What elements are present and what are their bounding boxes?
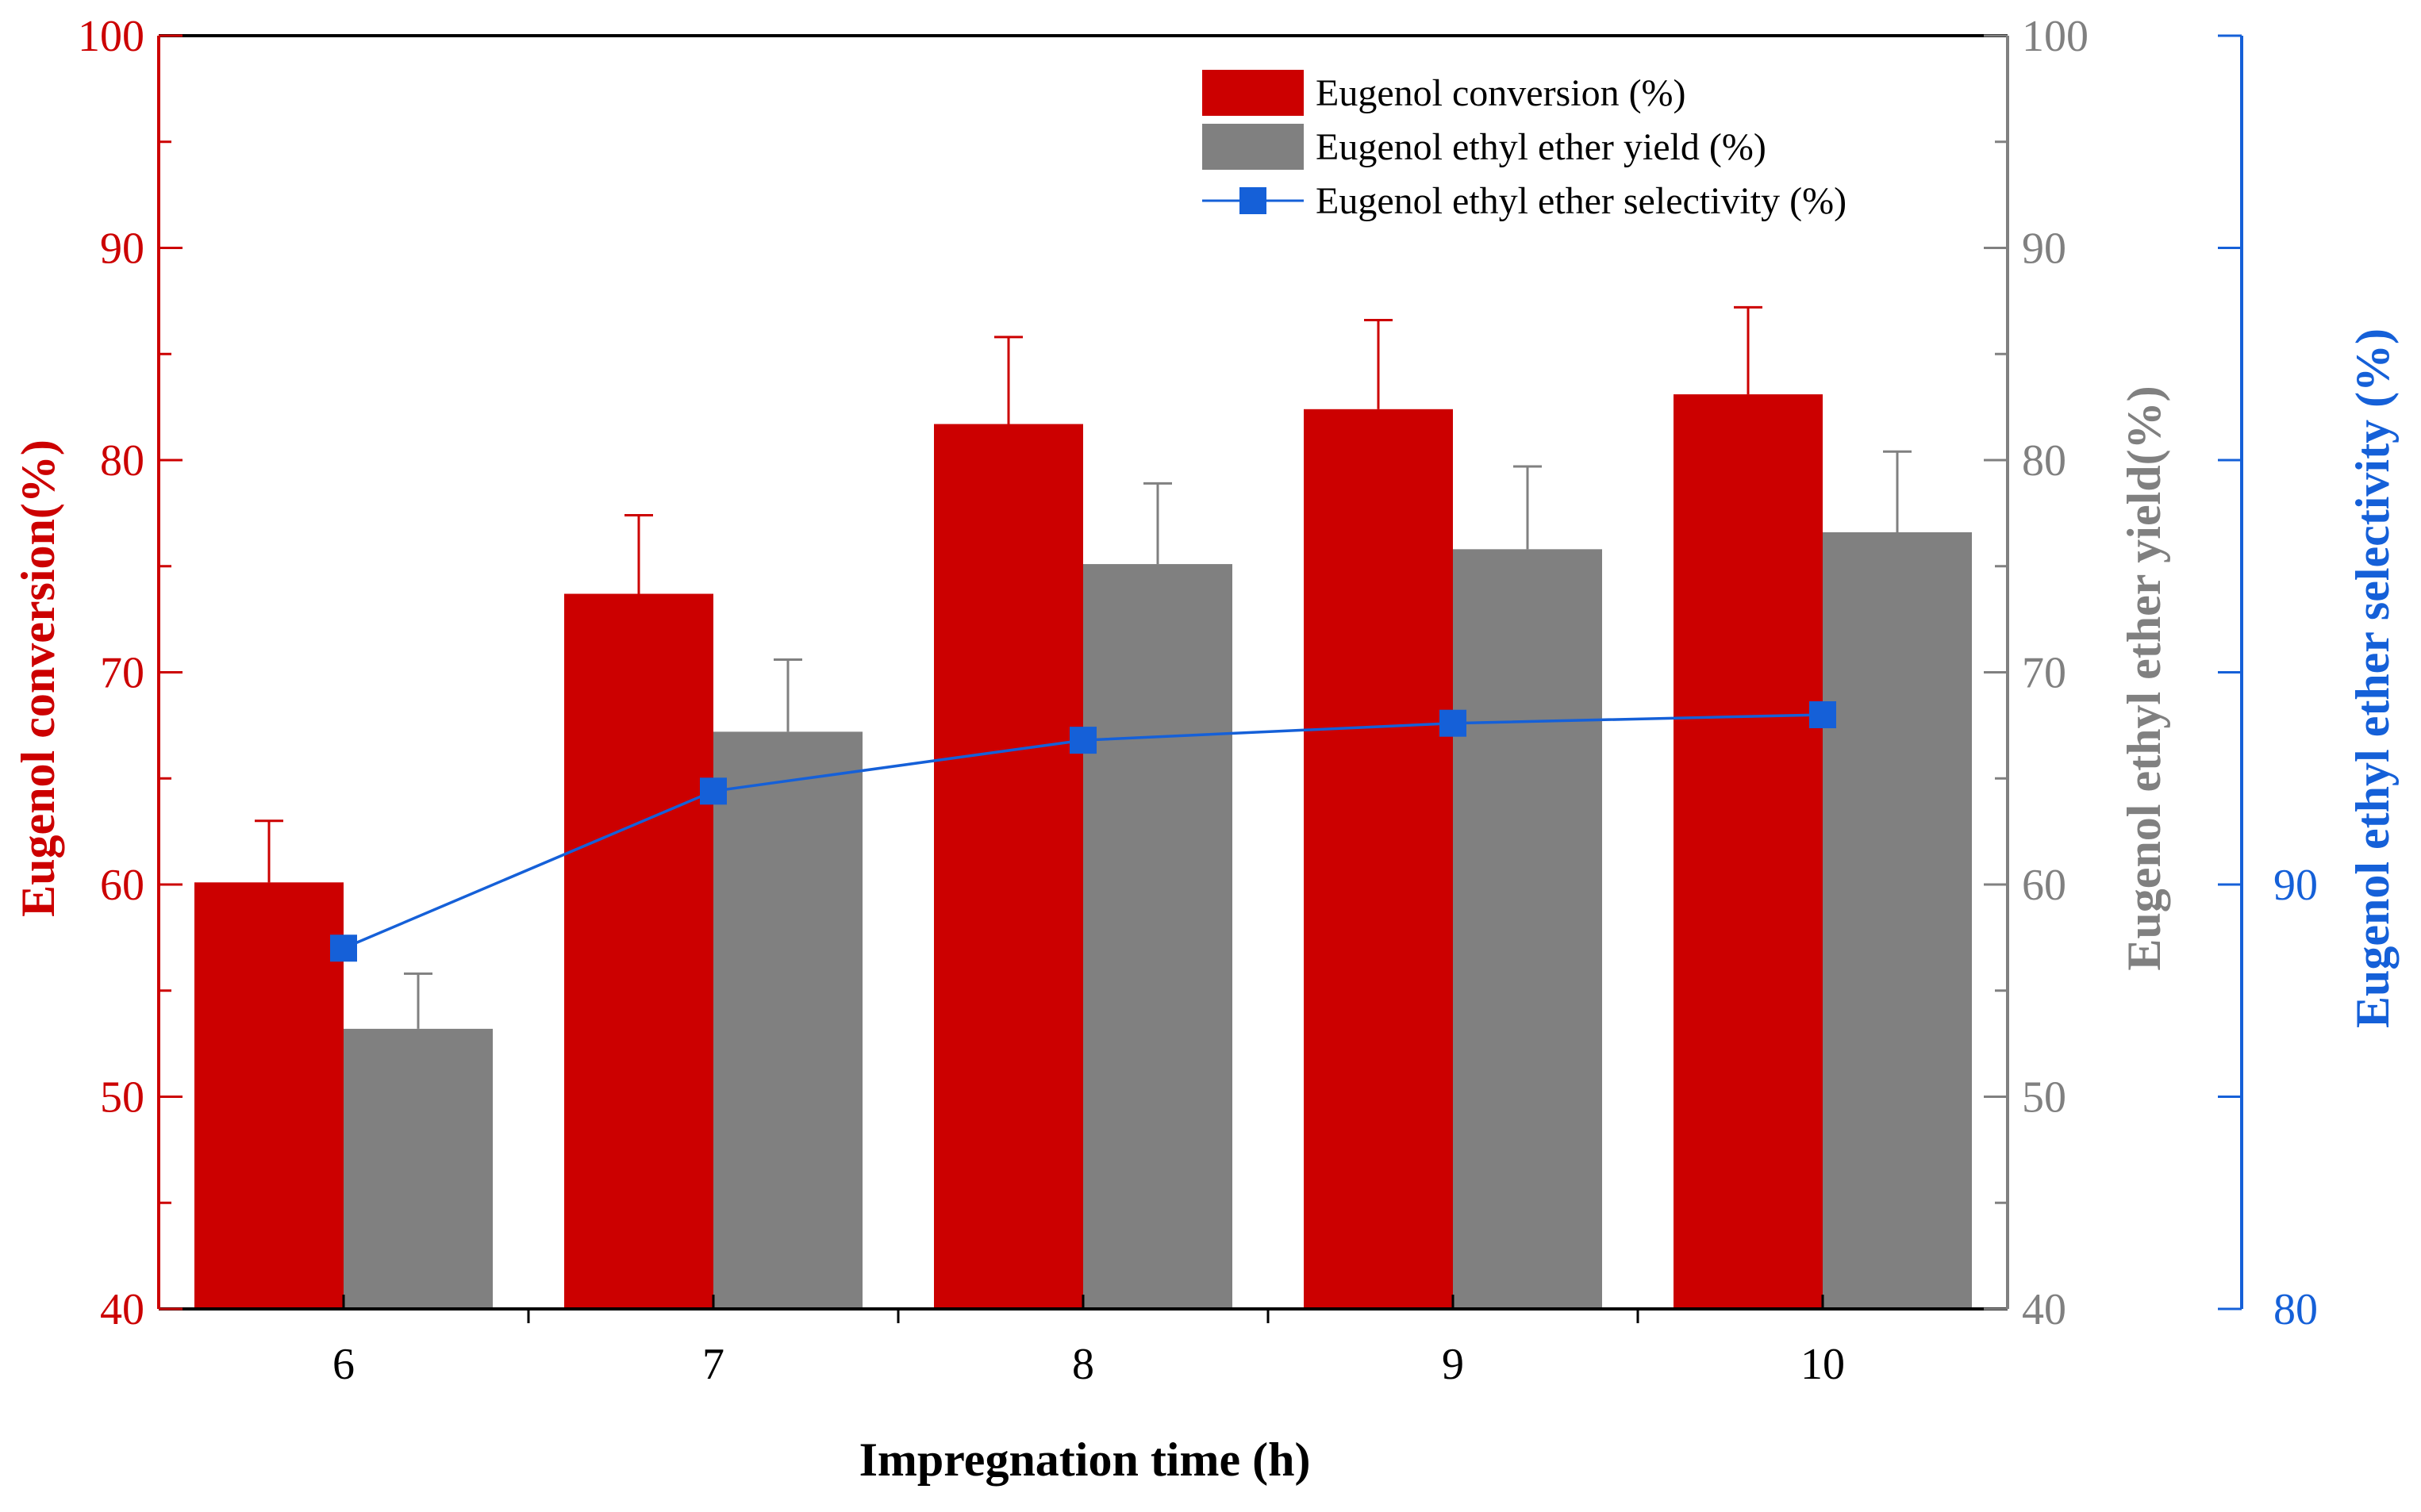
bar-conversion-10 [1674, 394, 1823, 1310]
left-axis-title: Eugenol conversion(%) [12, 439, 64, 917]
middle-axis: 40 50 60 70 80 90 100 [1984, 12, 2089, 1334]
selectivity-point-10 [1809, 701, 1836, 728]
bar-yield-10 [1823, 532, 1972, 1309]
legend-label-conversion: Eugenol conversion (%) [1316, 72, 1686, 114]
bar-conversion-7 [564, 593, 713, 1309]
middle-tick-label-80: 80 [2022, 436, 2066, 485]
left-tick-label-90: 90 [100, 224, 144, 274]
x-tick-label-9: 9 [1442, 1340, 1464, 1389]
selectivity-point-6 [330, 934, 357, 962]
left-tick-label-80: 80 [100, 436, 144, 485]
legend-label-yield: Eugenol ethyl ether yield (%) [1316, 126, 1766, 168]
bar-yield-6 [344, 1028, 493, 1309]
middle-tick-label-90: 90 [2022, 224, 2066, 274]
legend-label-selectivity: Eugenol ethyl ether selectivity (%) [1316, 180, 1846, 222]
x-tick-label-10: 10 [1800, 1340, 1845, 1389]
x-tick-label-6: 6 [332, 1340, 355, 1389]
bar-yield-8 [1083, 564, 1232, 1309]
right-axis-title: Eugenol ethyl ether selectivity (%) [2346, 328, 2399, 1028]
left-axis: 40 50 60 70 80 90 100 [78, 12, 183, 1334]
right-axis: 80 90 [2218, 34, 2318, 1334]
legend: Eugenol conversion (%) Eugenol ethyl ethe… [1202, 70, 1846, 222]
bar-yield-7 [713, 731, 863, 1309]
bar-yield-9 [1453, 549, 1602, 1309]
legend-swatch-yield [1202, 124, 1304, 170]
error-bars-layer [255, 305, 1912, 1029]
middle-tick-label-70: 70 [2022, 649, 2066, 698]
left-tick-label-100: 100 [78, 12, 144, 61]
x-axis: 6 7 8 9 10 [332, 1295, 1845, 1389]
left-tick-label-70: 70 [100, 649, 144, 698]
right-tick-label-90: 90 [2273, 861, 2318, 910]
bar-conversion-9 [1304, 409, 1453, 1309]
legend-swatch-conversion [1202, 70, 1304, 116]
x-tick-label-8: 8 [1072, 1340, 1094, 1389]
selectivity-line-layer [330, 701, 1836, 962]
x-tick-label-7: 7 [702, 1340, 724, 1389]
right-tick-label-80: 80 [2273, 1285, 2318, 1334]
legend-swatch-marker-selectivity [1239, 187, 1266, 214]
selectivity-point-9 [1439, 709, 1466, 737]
left-tick-label-40: 40 [100, 1285, 144, 1334]
bars-layer [194, 394, 1972, 1310]
middle-tick-label-40: 40 [2022, 1285, 2066, 1334]
middle-tick-label-60: 60 [2022, 861, 2066, 910]
selectivity-point-8 [1070, 727, 1097, 754]
middle-axis-title: Eugenol ethyl ether yield(%) [2118, 386, 2170, 970]
selectivity-point-7 [700, 777, 727, 805]
middle-tick-label-50: 50 [2022, 1073, 2066, 1122]
left-tick-label-50: 50 [100, 1073, 144, 1122]
bar-conversion-6 [194, 882, 344, 1309]
x-axis-title: Impregnation time (h) [859, 1433, 1311, 1486]
left-tick-label-60: 60 [100, 861, 144, 910]
middle-tick-label-100: 100 [2022, 12, 2089, 61]
bar-conversion-8 [934, 424, 1083, 1309]
